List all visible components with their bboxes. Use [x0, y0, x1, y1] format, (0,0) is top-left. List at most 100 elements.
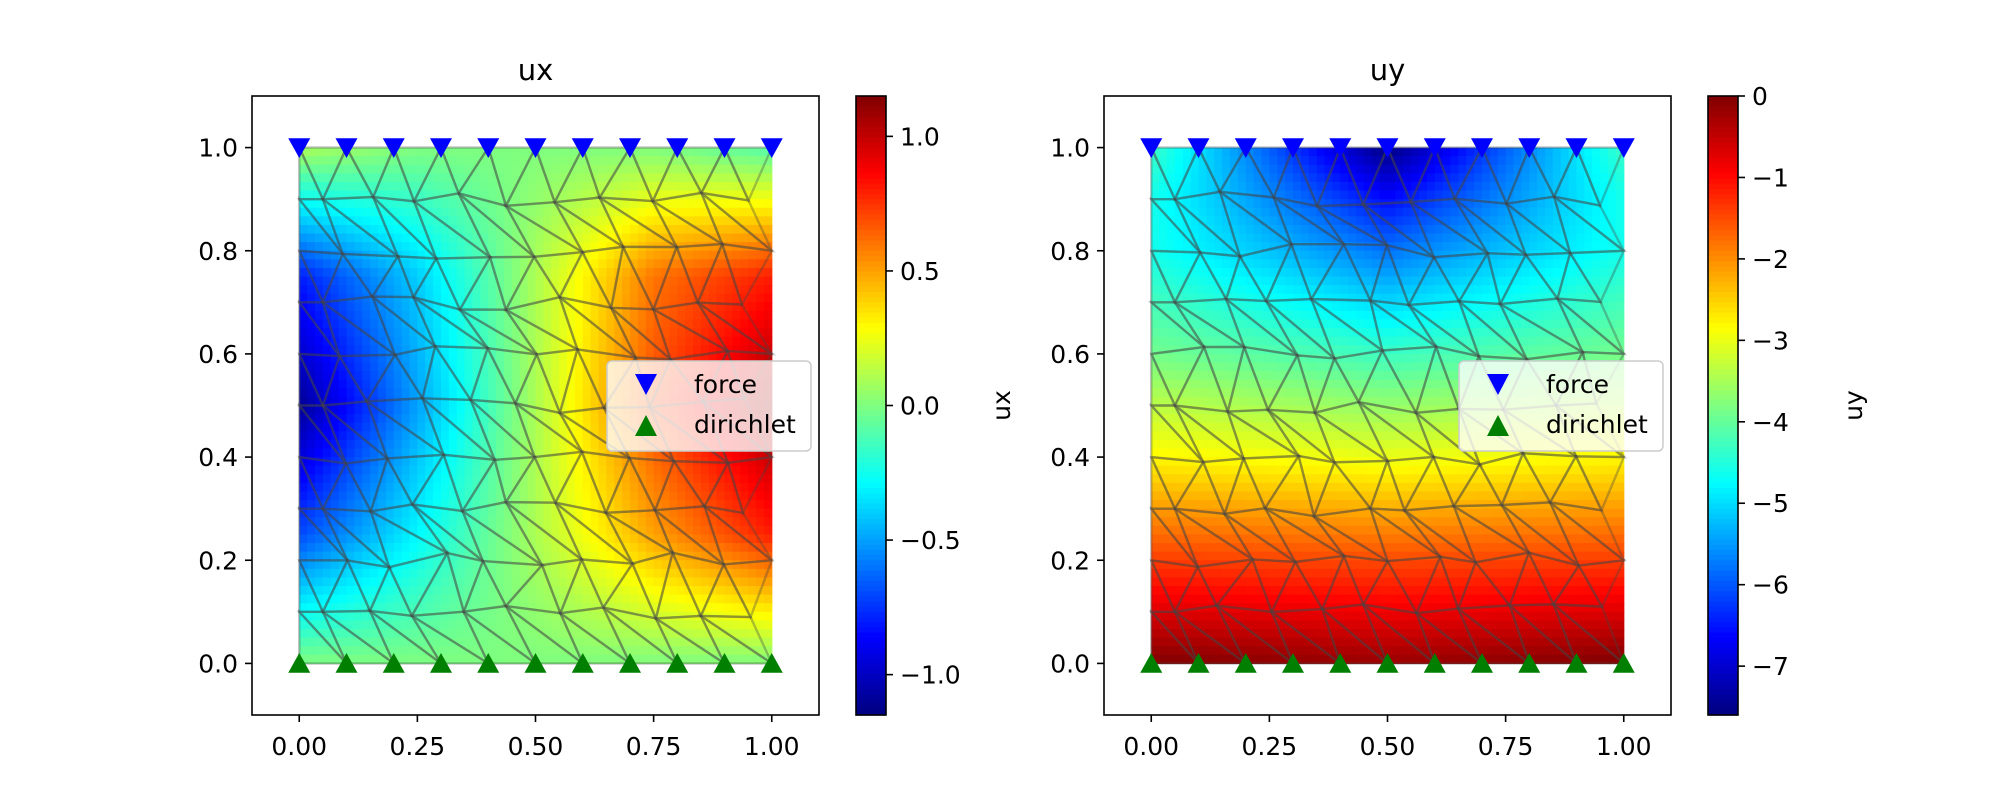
field-cell [527, 396, 537, 407]
field-cell [401, 276, 411, 286]
field-cell [669, 508, 678, 518]
field-cell [614, 594, 623, 604]
field-cell [417, 568, 426, 579]
field-cell [1190, 199, 1200, 209]
field-cell [338, 293, 348, 303]
field-cell [693, 181, 702, 192]
field-cell [496, 293, 505, 303]
field-cell [637, 594, 647, 604]
field-cell [504, 637, 513, 647]
field-cell [480, 242, 489, 252]
field-cell [346, 646, 355, 656]
field-cell [330, 517, 340, 527]
field-cell [1560, 242, 1570, 252]
field-cell [756, 147, 765, 157]
field-cell [307, 173, 316, 183]
field-cell [763, 611, 773, 622]
field-cell [299, 491, 308, 501]
field-cell [1363, 181, 1373, 192]
field-cell [590, 293, 600, 303]
field-cell [1324, 173, 1333, 183]
mesh-element [319, 400, 390, 463]
field-cell [401, 586, 411, 596]
field-cell [354, 156, 363, 166]
field-cell [448, 431, 458, 441]
colorbar-segment [856, 570, 886, 577]
field-cell [1340, 224, 1349, 235]
field-cell [543, 646, 552, 656]
field-cell [748, 551, 757, 561]
field-cell [425, 267, 434, 278]
field-cell [716, 525, 726, 536]
field-cell [708, 164, 718, 174]
mesh-element [630, 551, 675, 623]
field-cell [1308, 276, 1318, 286]
field-cell [756, 310, 765, 321]
field-cell [346, 242, 355, 252]
field-cell [543, 534, 552, 544]
field-cell [685, 586, 694, 596]
field-cell [708, 646, 718, 656]
field-cell [448, 603, 458, 613]
field-cell [1277, 164, 1286, 174]
field-cell [441, 629, 450, 639]
field-cell [559, 250, 568, 260]
field-cell [1600, 181, 1609, 192]
field-cell [401, 267, 411, 278]
field-cell [1592, 242, 1601, 252]
field-cell [425, 173, 434, 183]
field-cell [448, 164, 458, 174]
field-cell [1513, 233, 1522, 243]
field-cell [322, 156, 332, 166]
field-cell [488, 500, 497, 510]
field-cell [346, 603, 355, 613]
field-cell [1324, 242, 1333, 252]
field-cell [582, 276, 592, 286]
field-cell [362, 147, 371, 157]
field-cell [480, 379, 489, 389]
field-cell [330, 448, 340, 458]
field-cell [756, 173, 765, 183]
field-cell [1206, 216, 1215, 226]
field-cell [385, 448, 395, 458]
field-cell [661, 482, 670, 493]
colorbar-segment [856, 596, 886, 603]
field-cell [1458, 156, 1467, 166]
field-cell [1521, 173, 1530, 183]
field-cell [732, 156, 741, 166]
field-cell [1261, 156, 1270, 166]
field-cell [1230, 181, 1239, 192]
field-cell [732, 611, 741, 622]
field-cell [315, 242, 324, 252]
field-cell [693, 586, 702, 596]
field-cell [1458, 250, 1467, 260]
field-cell [1174, 224, 1184, 235]
field-cell [1214, 207, 1223, 217]
field-cell [393, 654, 403, 665]
field-cell [1174, 233, 1184, 243]
field-cell [669, 654, 678, 665]
field-cell [700, 517, 710, 527]
field-cell [519, 586, 529, 596]
field-cell [763, 310, 773, 321]
field-cell [464, 482, 474, 493]
field-cell [653, 199, 663, 209]
field-cell [338, 207, 348, 217]
field-cell [1222, 259, 1231, 269]
field-cell [582, 319, 592, 329]
mesh-element [558, 411, 630, 460]
field-cell [1222, 285, 1231, 295]
mesh-element [502, 202, 587, 259]
field-cell [448, 405, 458, 415]
field-cell [543, 328, 552, 338]
field-cell [606, 586, 615, 596]
colorbar-segment [856, 297, 886, 303]
mesh-element [621, 245, 679, 313]
field-cell [519, 336, 529, 346]
field-cell [425, 216, 434, 226]
field-cell [1348, 250, 1357, 260]
field-cell [716, 345, 726, 355]
field-cell [598, 336, 607, 346]
field-cell [606, 259, 615, 269]
field-cell [299, 388, 308, 398]
